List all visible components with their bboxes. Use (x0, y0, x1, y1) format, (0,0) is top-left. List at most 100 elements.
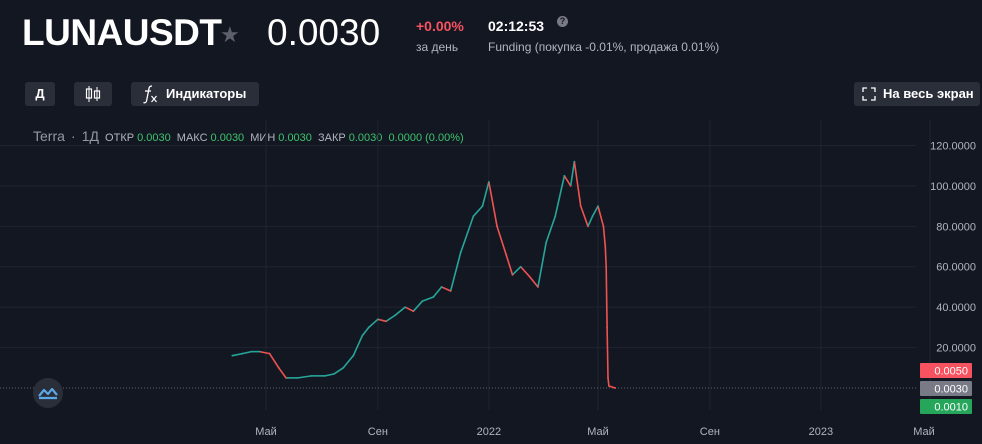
interval-button[interactable]: Д (25, 82, 55, 106)
price-point (605, 265, 608, 268)
price-point (440, 286, 443, 288)
price-point (608, 385, 610, 387)
price-point (587, 225, 589, 228)
indicators-label: Индикаторы (166, 86, 247, 101)
price-segment (488, 181, 498, 227)
price-point (277, 366, 280, 369)
price-point (604, 245, 607, 248)
price-segment (587, 215, 594, 227)
price-segment (324, 373, 335, 377)
price-point (528, 275, 531, 278)
chart-grid (0, 120, 931, 410)
price-segment (505, 254, 514, 276)
price-segment (604, 246, 607, 267)
price-segment (259, 350, 270, 355)
price-point (602, 225, 605, 228)
x-tick-label: 2022 (477, 426, 501, 438)
price-label-text: 0.0030 (934, 384, 968, 396)
help-icon[interactable]: ? (557, 16, 568, 27)
last-price: 0.0030 (267, 12, 381, 53)
legend-close-value: 0.0030 (348, 132, 383, 144)
price-point (342, 366, 345, 369)
time-axis: Май Сен 2022 Май Сен 2023 Май (255, 426, 935, 438)
price-segment (404, 306, 414, 312)
price-point (505, 253, 508, 256)
price-segment (242, 350, 252, 355)
price-segment (361, 326, 370, 336)
price-label-text: 0.0010 (934, 402, 968, 414)
indicators-button[interactable]: Индикаторы (131, 82, 259, 106)
price-point (285, 376, 287, 379)
x-tick-label: 2023 (809, 426, 833, 438)
fullscreen-button[interactable]: На весь экран (854, 82, 980, 106)
price-segment (422, 296, 434, 302)
price-segment (607, 377, 610, 387)
price-segment (579, 205, 589, 227)
chart-type-button[interactable] (74, 82, 112, 106)
tradingview-logo[interactable] (33, 378, 63, 408)
price-point (563, 174, 566, 177)
price-segment (232, 352, 243, 357)
price-segment (608, 385, 616, 389)
price-segment (268, 353, 280, 369)
price-segment (602, 226, 607, 247)
price-label-tag: 0.0030 (920, 381, 972, 396)
legend-interval: 1Д (81, 128, 99, 144)
price-chart[interactable]: 20.0000 40.0000 60.0000 80.0000 100.0000 120.… (0, 120, 982, 444)
price-segment (441, 286, 451, 292)
favorite-star-icon[interactable]: ★ (220, 22, 240, 47)
price-segment (606, 327, 609, 378)
price-point (591, 215, 594, 218)
price-segment (394, 306, 406, 316)
price-point (385, 320, 387, 323)
legend-name: Terra (33, 128, 65, 144)
legend-high-value: 0.0030 (210, 132, 245, 144)
header: LUNAUSDT ★ 0.0030 +0.00% за день 02:12:5… (0, 0, 982, 70)
price-point (241, 352, 244, 355)
x-tick-label: Сен (368, 426, 388, 438)
price-point (404, 306, 407, 309)
price-segment (520, 266, 531, 278)
price-segment (537, 242, 547, 288)
legend-high-label: МАКС (176, 132, 208, 144)
price-point (597, 205, 599, 208)
price-segment (412, 300, 424, 312)
price-segment (352, 335, 364, 356)
price-series (231, 160, 617, 389)
price-point (231, 354, 234, 357)
funding-rate: Funding (покупка -0.01%, продажа 0.01%) (488, 40, 720, 54)
price-point (545, 241, 548, 244)
price-point (579, 205, 582, 208)
daily-change: +0.00% (416, 18, 464, 34)
price-point (367, 326, 370, 329)
y-tick-label: 60.0000 (936, 262, 976, 274)
symbol-title: LUNAUSDT (22, 12, 222, 53)
price-point (573, 160, 576, 163)
price-label-tag: 0.0010 (920, 399, 972, 414)
legend-open-value: 0.0030 (137, 132, 171, 144)
legend-close-label: ЗАКР (317, 132, 346, 144)
price-label-tag: 0.0050 (920, 363, 972, 378)
x-tick-label: Сен (700, 426, 720, 438)
price-point (459, 251, 462, 254)
x-tick-label: Май (587, 426, 609, 438)
candles-icon (85, 86, 101, 102)
price-point (394, 314, 397, 317)
price-segment (368, 318, 379, 328)
legend-separator: · (70, 128, 76, 144)
price-segment (432, 286, 443, 298)
price-segment (511, 266, 522, 276)
price-point (376, 318, 379, 321)
price-segment (481, 181, 490, 207)
price-segment (333, 367, 344, 375)
price-point (449, 290, 452, 292)
price-segment (472, 205, 484, 217)
price-point (250, 350, 253, 353)
y-tick-label: 40.0000 (936, 302, 976, 314)
price-point (496, 225, 498, 228)
price-point (333, 372, 336, 375)
price-segment (563, 175, 572, 187)
price-labels: 0.0050 0.0030 0.0010 (920, 363, 972, 414)
price-point (432, 296, 435, 298)
price-segment (573, 161, 582, 207)
